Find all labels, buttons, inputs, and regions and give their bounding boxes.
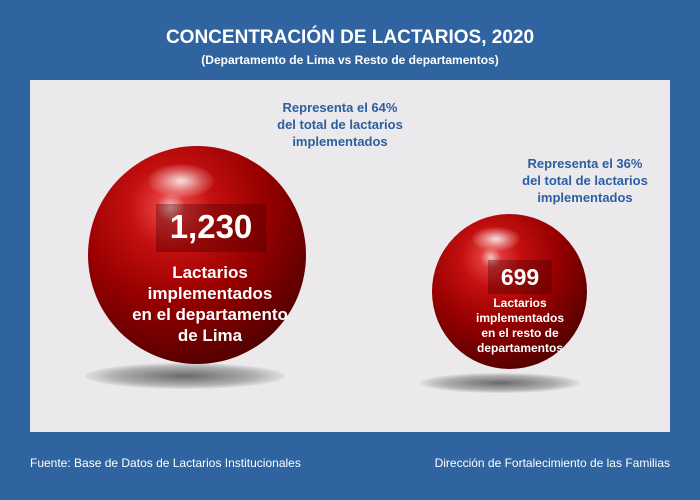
chart-subtitle: (Departamento de Lima vs Resto de depart… (201, 53, 499, 67)
source-note: Fuente: Base de Datos de Lactarios Insti… (30, 456, 301, 470)
desc-label-lima: Lactarios implementados en el departamen… (132, 263, 288, 345)
author-note: Dirección de Fortalecimiento de las Fami… (434, 456, 670, 470)
value-box-lima (156, 204, 266, 252)
value-box-resto (488, 260, 552, 294)
chart-panel: 1,230 Lactarios implementados en el depa… (30, 80, 670, 432)
desc-label-resto: Lactarios implementados en el resto de d… (475, 296, 565, 355)
bubble-shadow-lima (85, 363, 285, 389)
bubble-shadow-resto (420, 373, 580, 393)
value-label-resto: 699 (500, 264, 540, 290)
bubble-gloss-lima (148, 164, 214, 198)
chart-title: CONCENTRACIÓN DE LACTARIOS, 2020 (165, 27, 535, 48)
share-note-lima: Representa el 64% del total de lactarios… (277, 100, 403, 149)
value-label-lima: 1,230 (169, 208, 253, 245)
bubble-gloss-resto (472, 227, 520, 251)
share-note-resto: Representa el 36% del total de lactarios… (522, 156, 648, 205)
